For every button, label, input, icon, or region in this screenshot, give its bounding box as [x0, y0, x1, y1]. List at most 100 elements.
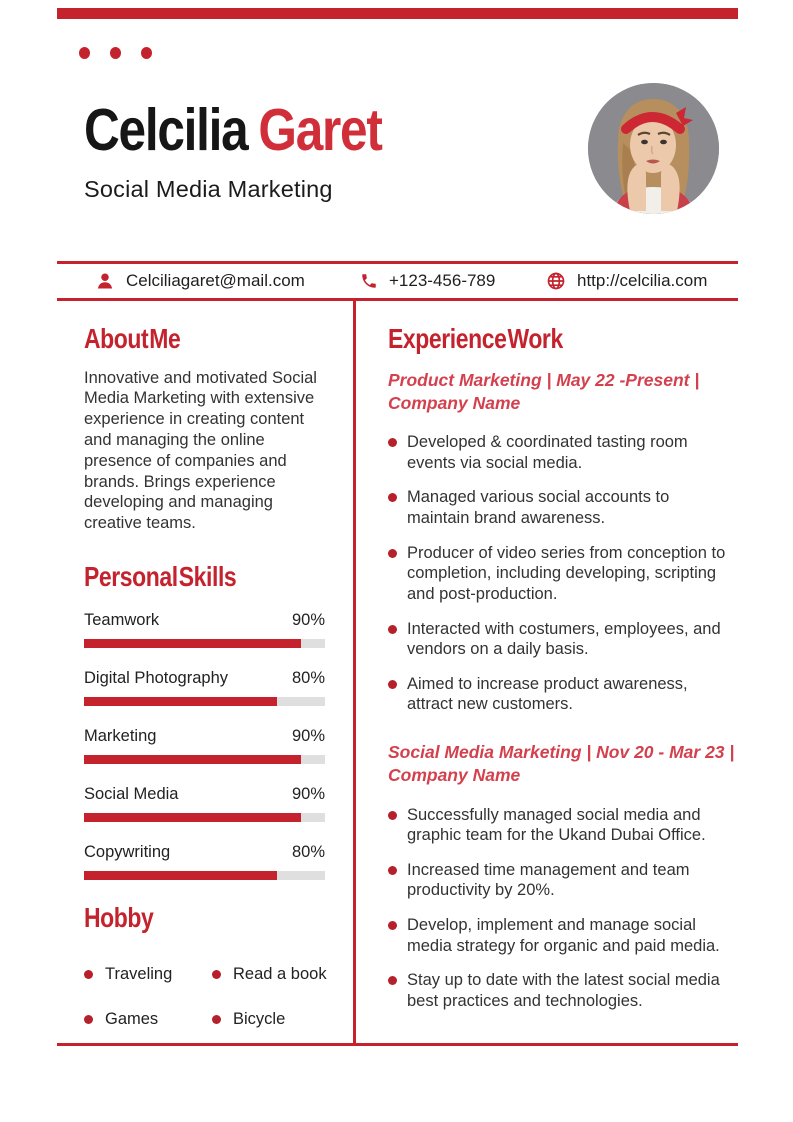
skill-row: Copywriting 80%	[84, 843, 325, 881]
bullet-icon	[84, 970, 93, 980]
bullet-item: Managed various social accounts to maint…	[388, 487, 736, 528]
bullet-icon	[388, 976, 397, 986]
job-bullets: Developed & coordinated tasting room eve…	[388, 432, 736, 715]
person-name: Celcilia Garet	[84, 97, 383, 163]
skill-label: Digital Photography	[84, 669, 229, 688]
email-text: Celciliagaret@mail.com	[126, 271, 305, 290]
bullet-icon	[84, 1015, 93, 1025]
bullet-item: Develop, implement and manage social med…	[388, 915, 736, 956]
job-title: Social Media Marketing	[84, 176, 333, 202]
skill-percent: 80%	[291, 669, 325, 688]
bullet-icon	[388, 921, 397, 931]
top-accent-bar	[57, 8, 738, 19]
bullet-item: Successfully managed social media and gr…	[388, 805, 736, 846]
job-heading: Social Media Marketing | Nov 20 - Mar 23…	[388, 741, 736, 788]
skill-bar-track	[84, 697, 325, 707]
bullet-item: Interacted with costumers, employees, an…	[388, 619, 736, 660]
job-heading: Product Marketing | May 22 -Present | Co…	[388, 369, 736, 416]
bullet-text: Successfully managed social media and gr…	[407, 805, 706, 845]
skill-label: Social Media	[84, 785, 179, 804]
right-column: Experience Work Product Marketing | May …	[388, 322, 736, 1026]
bullet-text: Increased time management and team produ…	[407, 860, 690, 900]
globe-icon	[547, 272, 565, 290]
bullet-icon	[388, 493, 397, 503]
hobby-label: Games	[105, 1010, 159, 1029]
about-title: About Me	[84, 323, 181, 354]
bullet-icon	[212, 1015, 221, 1025]
job-heading-line1: Social Media Marketing | Nov 20 - Mar 23…	[388, 742, 735, 762]
hobby-label: Traveling	[105, 965, 173, 984]
phone-text: +123-456-789	[389, 271, 496, 290]
job-heading-line2: Company Name	[388, 765, 521, 786]
skill-row: Teamwork 90%	[84, 611, 325, 649]
contact-email: Celciliagaret@mail.com	[95, 264, 305, 298]
bullet-text: Stay up to date with the latest social m…	[407, 971, 720, 1010]
bullet-text: Managed various social accounts to maint…	[407, 488, 670, 527]
bullet-icon	[388, 810, 397, 820]
contact-phone: +123-456-789	[360, 264, 495, 298]
skill-label: Teamwork	[84, 611, 160, 630]
skill-bar-fill	[84, 813, 301, 823]
profile-photo	[588, 83, 719, 214]
bullet-text: Producer of video series from conception…	[407, 543, 726, 603]
hobby-label: Bicycle	[233, 1010, 286, 1029]
skill-percent: 90%	[291, 785, 325, 804]
bullet-item: Producer of video series from conception…	[388, 543, 736, 605]
about-text: Innovative and motivated Social Media Ma…	[84, 368, 317, 533]
bottom-accent-line	[57, 1043, 738, 1046]
job-heading-line1: Product Marketing | May 22 -Present |	[388, 369, 700, 390]
bullet-text: Interacted with costumers, employees, an…	[407, 619, 721, 659]
bullet-item: Developed & coordinated tasting room eve…	[388, 432, 736, 473]
skill-bar-fill	[84, 871, 277, 881]
bullet-icon	[388, 865, 397, 875]
bullet-text: Developed & coordinated tasting room eve…	[407, 433, 688, 472]
contact-website: http://celcilia.com	[546, 264, 707, 298]
decoration-dots	[79, 47, 152, 59]
dot-icon	[141, 47, 152, 59]
skill-row: Marketing 90%	[84, 727, 325, 765]
skill-percent: 90%	[291, 727, 325, 746]
hobby-label: Read a book	[233, 965, 327, 984]
skill-row: Digital Photography 80%	[84, 669, 325, 707]
hobby-item: Games	[84, 1010, 212, 1029]
skill-bar-track	[84, 813, 325, 823]
skill-bar-track	[84, 871, 325, 881]
bullet-icon	[388, 438, 397, 448]
skills-title: Personal Skills	[84, 560, 237, 592]
website-text: http://celcilia.com	[577, 271, 708, 290]
column-divider	[353, 301, 356, 1043]
bullet-icon	[388, 548, 397, 558]
skill-label: Copywriting	[84, 843, 171, 862]
skill-bar-track	[84, 639, 325, 649]
skills-section: Personal Skills Teamwork 90% Digital Pho…	[84, 560, 330, 881]
dot-icon	[79, 47, 90, 59]
hobby-section: Hobby Traveling Read a book Games Bicycl…	[84, 901, 330, 1029]
skill-bar-fill	[84, 697, 277, 707]
experience-title: Experience Work	[388, 323, 563, 354]
skill-bar-track	[84, 755, 325, 765]
person-icon	[97, 273, 113, 289]
bullet-item: Stay up to date with the latest social m…	[388, 970, 736, 1011]
hobby-item: Read a book	[212, 965, 330, 984]
skill-bar-fill	[84, 639, 301, 649]
bullet-text: Develop, implement and manage social med…	[407, 916, 720, 955]
skill-row: Social Media 90%	[84, 785, 325, 823]
contact-bar: Celciliagaret@mail.com +123-456-789 http…	[57, 261, 738, 301]
last-name: Garet	[258, 97, 382, 163]
hobby-item: Bicycle	[212, 1010, 330, 1029]
hobby-title: Hobby	[84, 902, 154, 934]
bullet-icon	[388, 624, 397, 634]
first-name: Celcilia	[84, 97, 249, 163]
left-column: About Me Innovative and motivated Social…	[84, 322, 330, 1029]
skill-percent: 80%	[291, 843, 325, 862]
skill-bar-fill	[84, 755, 301, 765]
bullet-item: Aimed to increase product awareness, att…	[388, 674, 736, 715]
job-heading-line2: Company Name	[388, 392, 521, 413]
bullet-item: Increased time management and team produ…	[388, 860, 736, 901]
job-bullets: Successfully managed social media and gr…	[388, 805, 736, 1012]
bullet-icon	[212, 970, 221, 980]
bullet-icon	[388, 679, 397, 689]
skill-percent: 90%	[291, 611, 325, 630]
avatar-illustration	[588, 83, 719, 214]
